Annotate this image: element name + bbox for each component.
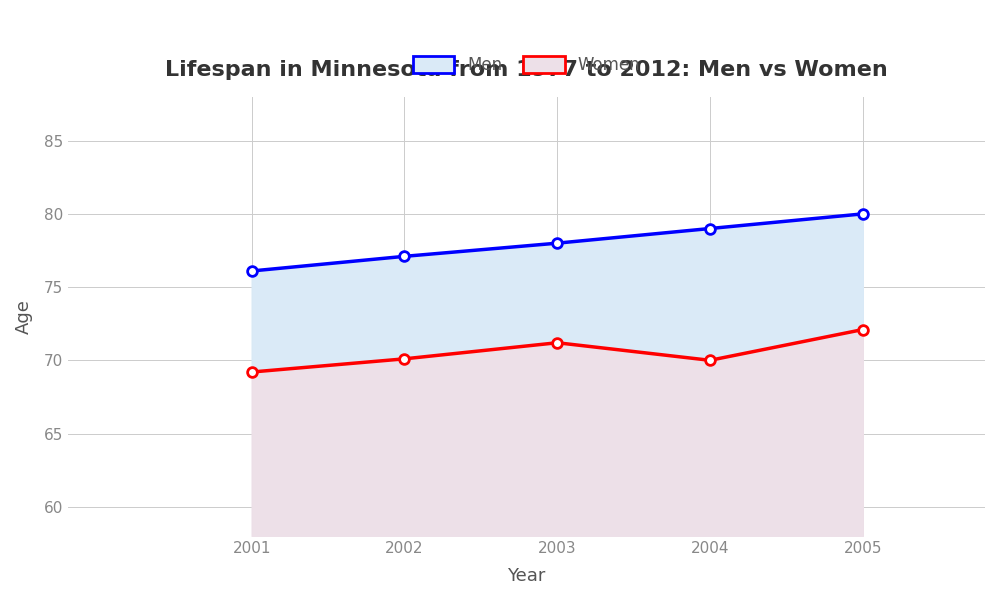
Legend: Men, Women: Men, Women (404, 48, 649, 83)
X-axis label: Year: Year (507, 567, 546, 585)
Title: Lifespan in Minnesota from 1977 to 2012: Men vs Women: Lifespan in Minnesota from 1977 to 2012:… (165, 60, 888, 80)
Y-axis label: Age: Age (15, 299, 33, 334)
